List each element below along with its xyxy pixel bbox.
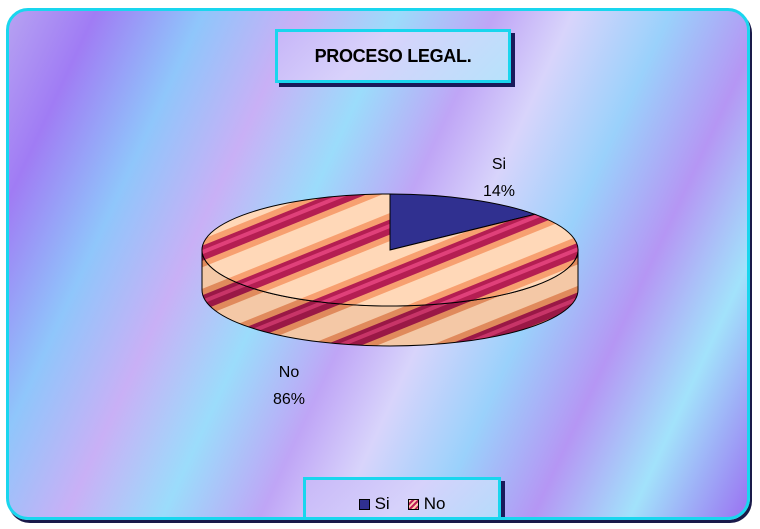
legend-swatch-no (407, 498, 419, 510)
pie-slice-si (389, 193, 537, 251)
legend: Si No (303, 477, 501, 517)
chart-title: PROCESO LEGAL. (314, 45, 472, 66)
chart-frame: PROCESO LEGAL. Si 14% No 86% (6, 8, 750, 520)
legend-item-si: Si (358, 494, 390, 514)
legend-label-si: Si (374, 494, 390, 513)
slice-label-no-name: No (279, 364, 300, 381)
pie-slice-no (201, 193, 579, 307)
legend-swatch-si (358, 498, 370, 510)
slice-label-si-name: Si (492, 156, 506, 173)
legend-label-no: No (423, 494, 446, 513)
chart-title-box: PROCESO LEGAL. (275, 29, 511, 83)
legend-item-no: No (407, 494, 446, 514)
pie-chart: Si 14% No 86% (201, 156, 579, 408)
slice-label-no-value: 86% (273, 391, 305, 408)
slice-label-si-value: 14% (483, 183, 515, 200)
